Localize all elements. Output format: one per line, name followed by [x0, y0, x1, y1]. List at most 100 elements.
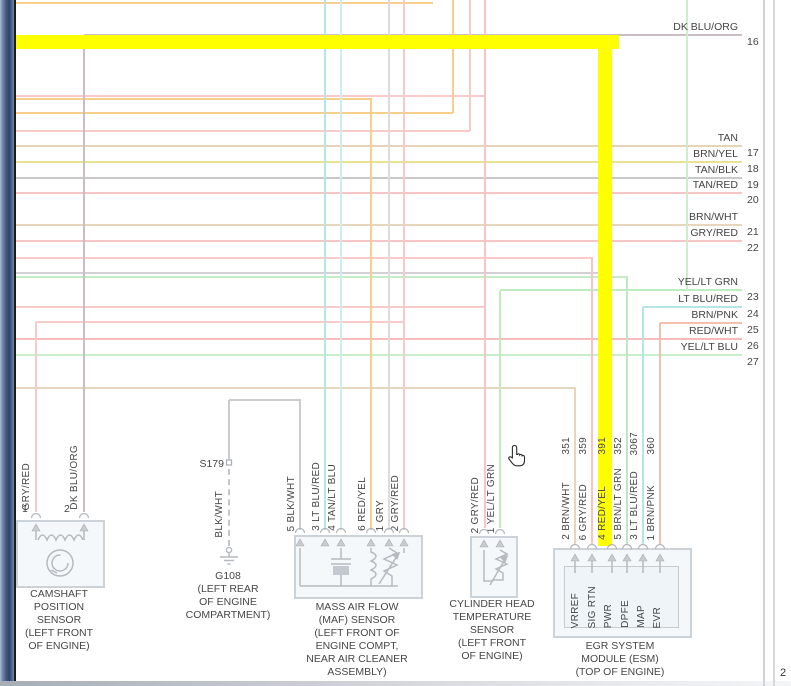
wire-number-label: 19: [747, 179, 759, 191]
highlight-wire-horizontal[interactable]: [16, 35, 619, 49]
wire-color-label: DK BLU/ORG: [673, 21, 738, 33]
wire-horizontal: [16, 387, 576, 389]
wire-vertical: [388, 0, 390, 530]
wire-horizontal: [16, 145, 742, 147]
wire-vertical: [484, 0, 486, 528]
rotated-wire-label: 1 YEL/LT GRN: [486, 463, 497, 533]
wire-number-label: 27: [747, 356, 759, 368]
wire-horizontal: [16, 192, 742, 194]
rotated-wire-label: 3 LT BLU/RED: [629, 471, 640, 540]
cht-sensor-caption: CYLINDER HEAD TEMPERATURE SENSOR (LEFT F…: [449, 598, 535, 662]
wire-number-label: 17: [747, 147, 759, 159]
wire-vertical: [35, 322, 37, 512]
wire-color-label: BRN/YEL: [693, 148, 738, 160]
wire-vertical: [299, 400, 301, 530]
rotated-wire-label: 351: [561, 437, 572, 455]
wire-vertical: [773, 0, 775, 686]
pin-number: 2: [64, 503, 70, 515]
wire-horizontal: [16, 112, 453, 114]
cht-sensor-box: [470, 536, 518, 598]
wire-vertical: [469, 0, 471, 131]
rotated-wire-label: 5 BLK/WHT: [286, 475, 297, 532]
wire-vertical: [83, 35, 85, 512]
rotated-wire-label: 6 RED/YEL: [357, 477, 368, 531]
rotated-wire-label: 2 GRY/RED: [470, 476, 481, 533]
wire-horizontal: [643, 306, 742, 308]
wire-number-label: 21: [747, 226, 759, 238]
wire-vertical: [591, 258, 593, 545]
wire-vertical: [499, 291, 501, 528]
wire-horizontal: [660, 322, 742, 324]
wire-vertical: [403, 0, 405, 530]
rotated-wire-label: 359: [578, 437, 589, 455]
camshaft-sensor-box: [16, 520, 105, 588]
rotated-wire-label: 391: [597, 437, 608, 455]
esm-caption: EGR SYSTEM MODULE (ESM) (TOP OF ENGINE): [575, 640, 665, 678]
diagram-left-border: [14, 0, 16, 681]
wire-horizontal: [16, 240, 742, 242]
wire-horizontal: [500, 289, 742, 291]
wire-number-label: 22: [747, 242, 759, 254]
window-bottom-edge: [0, 681, 791, 686]
wire-horizontal: [16, 177, 742, 179]
wire-color-label: RED/WHT: [689, 325, 738, 337]
wire-horizontal: [16, 272, 612, 274]
rotated-wire-label: BLK/WHT: [214, 491, 225, 538]
wire-number-label: 18: [747, 163, 759, 175]
wire-number-label: 25: [747, 324, 759, 336]
wire-horizontal: [16, 338, 742, 340]
mouse-cursor: [508, 444, 526, 467]
rotated-wire-label: 6 GRY/RED: [578, 483, 589, 540]
wire-horizontal: [16, 257, 593, 259]
wire-color-label: YEL/LT GRN: [677, 276, 738, 288]
rotated-wire-label: 3 LT BLU/RED: [311, 462, 322, 531]
wire-vertical: [659, 323, 661, 545]
esm-inner-box: [564, 566, 679, 628]
wire-vertical: [642, 307, 644, 545]
wire-number-label: 16: [747, 36, 759, 48]
wire-color-label: YEL/LT BLU: [680, 341, 738, 353]
pin-hook-icon: [30, 512, 42, 519]
camshaft-sensor-caption: CAMSHAFT POSITION SENSOR (LEFT FRONT OF …: [24, 588, 94, 652]
page-number: 2: [780, 667, 787, 679]
ground-caption: G108 (LEFT REAR OF ENGINE COMPARTMENT): [185, 570, 271, 621]
wire-horizontal: [16, 161, 742, 163]
wire-horizontal: [16, 130, 470, 132]
rotated-wire-label: 2 BRN/WHT: [561, 482, 572, 540]
pin-hook-icon: [78, 512, 90, 519]
wire-vertical: [228, 400, 230, 461]
wire-vertical: [763, 0, 765, 686]
wire-vertical: [574, 388, 576, 545]
wire-color-label: BRN/PNK: [691, 309, 738, 321]
wire-color-label: TAN/RED: [692, 179, 738, 191]
wire-horizontal: [16, 95, 486, 97]
wire-vertical: [452, 0, 454, 113]
ground-g108-symbol: [220, 546, 238, 565]
wire-horizontal: [16, 98, 372, 100]
rotated-wire-label: VRREF: [570, 592, 581, 628]
highlight-wire-vertical[interactable]: [598, 42, 612, 546]
wire-color-label: TAN: [717, 132, 738, 144]
rotated-wire-label: 1 GRY: [375, 499, 386, 531]
wire-horizontal: [16, 224, 742, 226]
rotated-wire-label: EVR: [652, 606, 663, 628]
wire-dashed-blk-wht: [228, 469, 230, 546]
wire-vertical: [324, 0, 326, 530]
rotated-wire-label: SIG RTN: [587, 585, 598, 628]
window-left-edge: [0, 0, 14, 682]
rotated-wire-label: 4 TAN/LT BLU: [327, 464, 338, 531]
rotated-wire-label: 3067: [629, 431, 640, 455]
wire-vertical: [370, 99, 372, 530]
pin-number: 1: [22, 503, 28, 515]
rotated-wire-label: DPFE: [620, 600, 631, 628]
wire-color-label: LT BLU/RED: [678, 293, 738, 305]
rotated-wire-label: 5 BRN/LT GRN: [613, 468, 624, 540]
wire-color-label: TAN/BLK: [695, 164, 738, 176]
rotated-wire-label: 2 GRY/RED: [390, 474, 401, 531]
wire-number-label: 20: [747, 194, 759, 206]
rotated-wire-label: 4 RED/YEL: [597, 486, 608, 540]
wire-vertical: [340, 0, 342, 530]
rotated-wire-label: PWR: [603, 603, 614, 628]
splice-label: S179: [199, 458, 224, 470]
